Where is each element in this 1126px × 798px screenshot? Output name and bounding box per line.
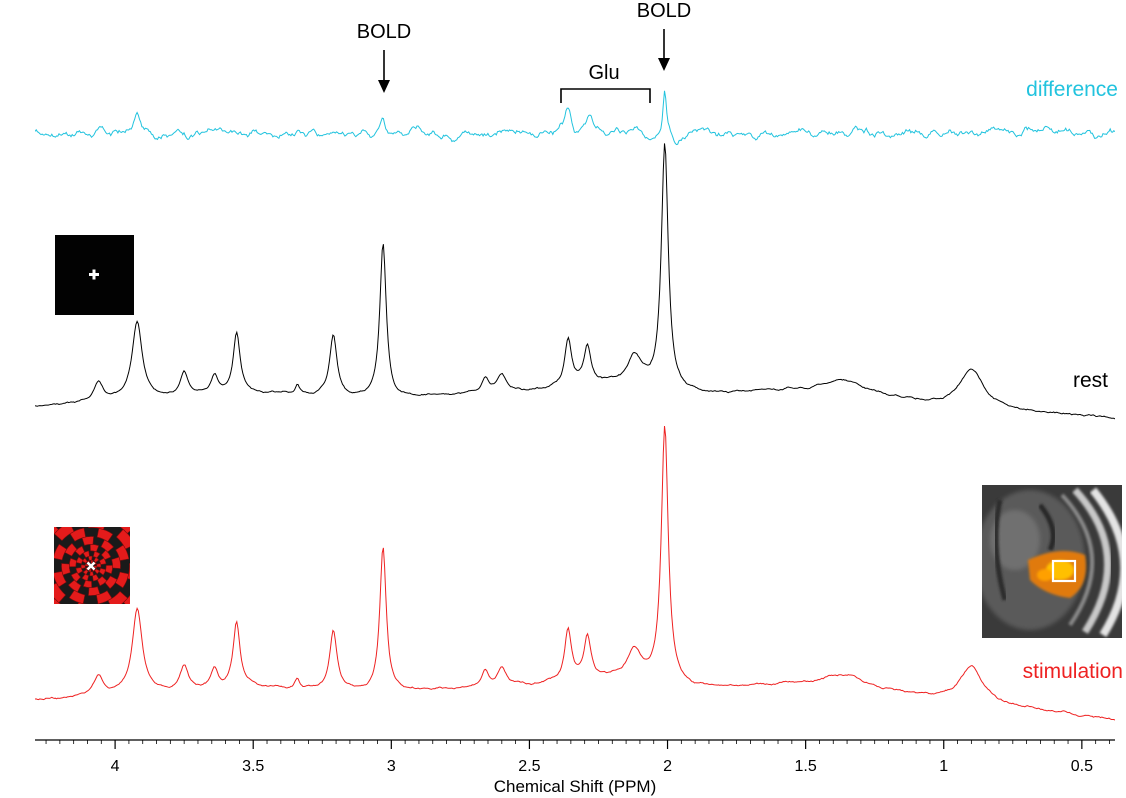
checker-segment — [54, 598, 61, 604]
checker-segment — [140, 524, 162, 553]
checker-segment — [119, 527, 130, 534]
checker-segment — [88, 586, 101, 596]
x-axis-title: Chemical Shift (PPM) — [494, 777, 656, 796]
checker-segment — [142, 577, 163, 606]
x-tick-label-2: 3 — [387, 758, 396, 775]
bold-annotation-2: BOLD — [637, 0, 691, 71]
x-tick-label-6: 1 — [939, 758, 948, 775]
checkerboard-pattern — [19, 494, 163, 638]
rest-stimulus-inset — [55, 235, 134, 315]
series-label-rest: rest — [1073, 369, 1108, 392]
series-label-difference: difference — [1026, 78, 1118, 101]
series-layer — [35, 90, 1115, 721]
x-axis: 4 3.5 3 2.5 2 1.5 1 0.5 — [35, 739, 1115, 775]
glu-annotation: Glu — [560, 62, 651, 103]
x-tick-label-5: 1.5 — [795, 758, 817, 775]
checker-segment — [102, 494, 131, 515]
checker-segment — [123, 594, 130, 604]
bold-arrow-head-2 — [658, 58, 670, 71]
x-tick-label-0: 4 — [111, 758, 120, 775]
checker-segment — [49, 495, 78, 517]
series-label-stimulation: stimulation — [1023, 660, 1123, 683]
bold-arrow-head-1 — [378, 80, 390, 93]
x-tick-label-7: 0.5 — [1071, 758, 1093, 775]
x-tick-label-4: 2 — [663, 758, 672, 775]
checker-segment — [81, 536, 94, 546]
bold-label-2: BOLD — [637, 0, 691, 22]
checker-segment — [88, 612, 111, 626]
annotations: BOLD BOLD Glu — [357, 0, 691, 103]
checker-segment — [54, 527, 59, 535]
brain-mri-inset — [982, 485, 1122, 638]
stimulation-stimulus-inset — [19, 494, 163, 638]
checker-segment — [61, 563, 71, 576]
glu-bracket — [560, 88, 651, 103]
checker-segment — [127, 563, 130, 580]
series-line-stimulation — [35, 425, 1115, 721]
checker-segment — [52, 617, 81, 638]
checker-segment — [88, 527, 105, 530]
bold-annotation-1: BOLD — [357, 21, 411, 93]
checker-segment — [77, 602, 88, 604]
glu-label: Glu — [588, 62, 619, 84]
x-tick-label-1: 3.5 — [242, 758, 264, 775]
checker-segment — [54, 553, 55, 557]
checker-segment — [111, 556, 121, 569]
checker-segment — [104, 615, 133, 637]
checker-segment — [54, 543, 68, 561]
checkerboard-fixation-icon — [86, 561, 96, 571]
series-line-rest — [35, 143, 1115, 420]
checker-segment — [20, 579, 42, 608]
checker-segment — [71, 506, 94, 520]
checker-segment — [19, 527, 40, 556]
bold-label-1: BOLD — [357, 21, 411, 43]
fixation-cross-vertical — [92, 269, 96, 280]
checker-segment — [31, 563, 45, 586]
checker-segment — [137, 546, 151, 569]
series-line-difference — [35, 90, 1115, 146]
x-tick-label-3: 2.5 — [518, 758, 540, 775]
voxel-box — [1051, 559, 1077, 583]
